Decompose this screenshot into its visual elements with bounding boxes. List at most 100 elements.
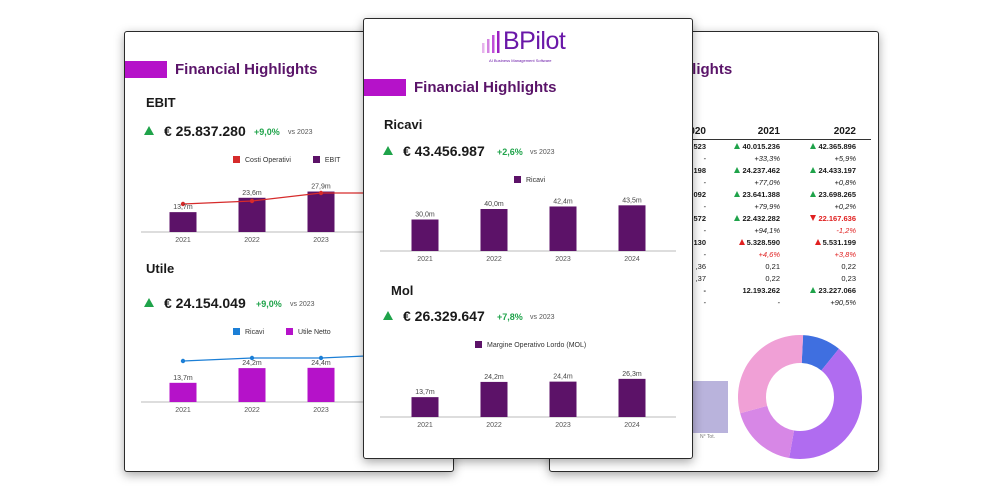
table-row: - - +90,5% (676, 298, 866, 309)
data-label: 13,7m (173, 375, 193, 382)
bpilot-logo: BPilot AI Business Management Software (481, 27, 581, 69)
center-report-card[interactable]: BPilot AI Business Management Software F… (363, 18, 693, 459)
tick-label: 2022 (244, 407, 260, 414)
table-cell: 0,21 (765, 262, 780, 271)
table-row: - +79,9% +0,2% (676, 202, 866, 213)
tick-label: 2022 (486, 422, 502, 429)
bar (480, 209, 508, 251)
table-cell: - (777, 298, 781, 307)
table-cell: 22.167.636 (810, 214, 856, 223)
bar-placeholder (690, 381, 728, 433)
tick-label: 2023 (555, 422, 571, 429)
table-row: ,36 0,21 0,22 (676, 262, 866, 273)
legend-mol: Margine Operativo Lordo (MOL) (487, 342, 587, 349)
line-point (318, 355, 324, 361)
bar (238, 368, 266, 402)
table-cell: 0,23 (841, 274, 856, 283)
logo-subtitle: AI Business Management Software (489, 58, 552, 63)
table-row: - 12.193.262 23.227.066 (676, 286, 866, 297)
table-cell: +33,3% (754, 154, 780, 163)
ebit-vs: vs 2023 (288, 129, 313, 136)
bar (549, 381, 577, 417)
table-cell: 22.432.282 (734, 214, 780, 223)
bar (307, 191, 335, 232)
utile-vs: vs 2023 (290, 301, 315, 308)
data-label: 43,5m (622, 197, 642, 204)
ebit-legend: Costi Operativi EBIT (233, 156, 340, 164)
tick-label: 2021 (417, 256, 433, 263)
table-cell: .523 (691, 142, 706, 151)
data-label: 24,2m (484, 374, 504, 381)
line-point (318, 190, 324, 196)
table-row: .572 22.432.282 22.167.636 (676, 214, 866, 225)
ebit-value: € 25.837.280 (144, 123, 246, 139)
ricavi-delta: +2,6% (497, 147, 523, 157)
utile-value: € 24.154.049 (144, 295, 246, 311)
ricavi-value: € 43.456.987 (383, 143, 485, 159)
table-cell: - (703, 178, 707, 187)
data-label: 42,4m (553, 198, 573, 205)
donut-slice (738, 335, 804, 414)
table-cell: 0,22 (765, 274, 780, 283)
data-label: 13,7m (415, 389, 435, 396)
donut-slice (801, 335, 839, 371)
table-cell: .572 (691, 214, 706, 223)
tick-label: 2022 (244, 237, 260, 244)
bar (618, 205, 646, 251)
up-arrow-icon (144, 298, 154, 307)
table-cell: 24.433.197 (810, 166, 856, 175)
legend-ebit: EBIT (324, 157, 341, 164)
table-header-row: 020 2021 2022 (676, 126, 866, 137)
table-header-line (676, 139, 871, 140)
up-arrow-icon (144, 126, 154, 135)
legend-costi-operativi: Costi Operativi (245, 157, 291, 164)
mol-legend: Margine Operativo Lordo (MOL) (475, 341, 586, 349)
legend-ricavi: Ricavi (245, 329, 265, 336)
table-cell: - (703, 286, 707, 295)
mol-value: € 26.329.647 (383, 308, 485, 324)
tick-label: 2023 (313, 407, 329, 414)
table-cell: +4,6% (758, 250, 780, 259)
tick-label: 2021 (175, 407, 191, 414)
table-row: .092 23.641.388 23.698.265 (676, 190, 866, 201)
financial-table: 020 2021 2022 .523 40.015.236 42.365.896 - +… (676, 126, 871, 326)
bar (411, 219, 439, 251)
logo-text: BPilot (503, 27, 566, 55)
ricavi-vs: vs 2023 (530, 149, 555, 156)
data-label: 24,2m (242, 360, 262, 367)
up-arrow-icon (383, 311, 393, 320)
table-cell: +79,9% (754, 202, 780, 211)
mol-title: Mol (391, 283, 414, 298)
logo-bars-icon (482, 31, 500, 53)
table-cell: 23.227.066 (810, 286, 856, 295)
utile-delta: +9,0% (256, 299, 282, 309)
mol-chart: 13,7m 2021 24,2m 2022 24,4m 2023 26,3m 2024 (380, 371, 676, 429)
header-bar (364, 79, 406, 96)
data-label: 24,4m (311, 360, 331, 367)
line-point (180, 358, 186, 364)
table-cell: - (703, 202, 707, 211)
donut-slice (789, 348, 862, 459)
donut-chart (738, 335, 862, 459)
utile-legend: Ricavi Utile Netto (233, 328, 331, 336)
bar (411, 397, 439, 417)
legend-utile-netto: Utile Netto (298, 329, 331, 336)
table-cell: .130 (691, 238, 706, 247)
mol-delta: +7,8% (497, 312, 523, 322)
table-cell: 23.641.388 (734, 190, 780, 199)
table-cell: 5.531.199 (814, 238, 856, 247)
table-cell: ,37 (695, 274, 706, 283)
table-header-2022: 2022 (833, 126, 856, 137)
tick-label: 2022 (486, 256, 502, 263)
utile-chart: 13,7m 2021 24,2m 2022 24,4m 2023 (141, 351, 453, 414)
tick-label: 2023 (555, 256, 571, 263)
tick-label: 2024 (624, 422, 640, 429)
bar (169, 382, 197, 402)
data-label: 23,6m (242, 190, 262, 197)
table-cell: 24.237.462 (734, 166, 780, 175)
table-cell: - (703, 250, 707, 259)
line-point (249, 355, 255, 361)
bar (618, 378, 646, 417)
table-cell: - (703, 226, 707, 235)
ebit-delta: +9,0% (254, 127, 280, 137)
